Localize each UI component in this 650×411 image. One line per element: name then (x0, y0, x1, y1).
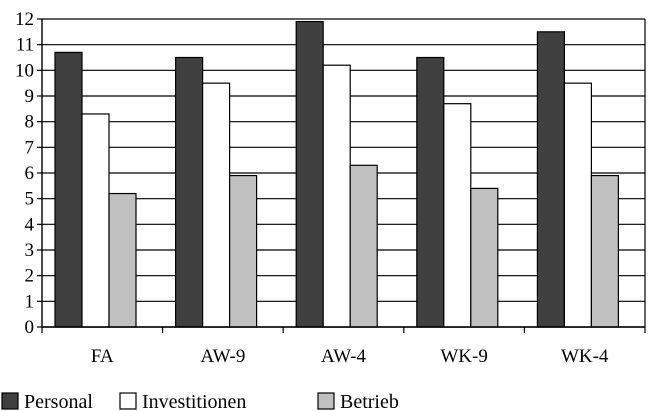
bar-investitionen-aw-4 (322, 64, 351, 328)
y-tick-label: 0 (25, 317, 35, 338)
y-tick-label: 3 (25, 240, 35, 261)
x-tick-label: WK-9 (440, 346, 487, 367)
y-tick-label: 10 (15, 60, 34, 81)
y-tick-label: 11 (16, 35, 34, 56)
y-tick-label: 2 (25, 266, 35, 287)
bar-betrieb-aw-4 (349, 164, 378, 328)
bar-personal-aw-4 (295, 20, 324, 328)
legend-swatch-personal (1, 392, 19, 410)
y-tick-label: 7 (25, 137, 35, 158)
bar-investitionen-fa (81, 113, 110, 328)
bar-personal-fa (54, 51, 83, 328)
y-tick-label: 6 (25, 163, 35, 184)
bar-betrieb-aw-9 (229, 174, 258, 328)
bar-personal-aw-9 (175, 56, 204, 328)
y-tick-label: 4 (25, 214, 35, 235)
legend-label-investitionen: Investitionen (142, 391, 246, 411)
bar-personal-wk-4 (536, 31, 566, 328)
bar-investitionen-wk-4 (563, 82, 593, 328)
x-tick-label: WK-4 (561, 346, 609, 367)
legend-swatch-betrieb (317, 392, 335, 410)
bars (54, 20, 620, 328)
x-tick-label: FA (91, 346, 114, 367)
y-tick-label: 1 (25, 291, 35, 312)
y-tick-label: 8 (25, 112, 35, 133)
legend-swatch-investitionen (119, 392, 137, 410)
legend-label-betrieb: Betrieb (340, 391, 399, 411)
legend-label-personal: Personal (24, 391, 93, 411)
x-axis-ticks: FA AW-9 AW-4 WK-9 WK-4 (41, 327, 646, 367)
legend: Personal Investitionen Betrieb (1, 391, 399, 411)
bar-betrieb-fa (108, 192, 137, 328)
x-tick-label: AW-4 (321, 346, 366, 367)
y-tick-label: 12 (15, 9, 34, 30)
y-tick-label: 5 (25, 189, 35, 210)
x-tick-label: AW-9 (200, 346, 245, 367)
bar-investitionen-wk-9 (443, 103, 472, 328)
y-tick-label: 9 (25, 86, 35, 107)
bar-betrieb-wk-4 (590, 174, 620, 328)
bar-personal-wk-9 (416, 56, 445, 328)
bar-betrieb-wk-9 (470, 187, 499, 328)
bar-investitionen-aw-9 (202, 82, 231, 328)
